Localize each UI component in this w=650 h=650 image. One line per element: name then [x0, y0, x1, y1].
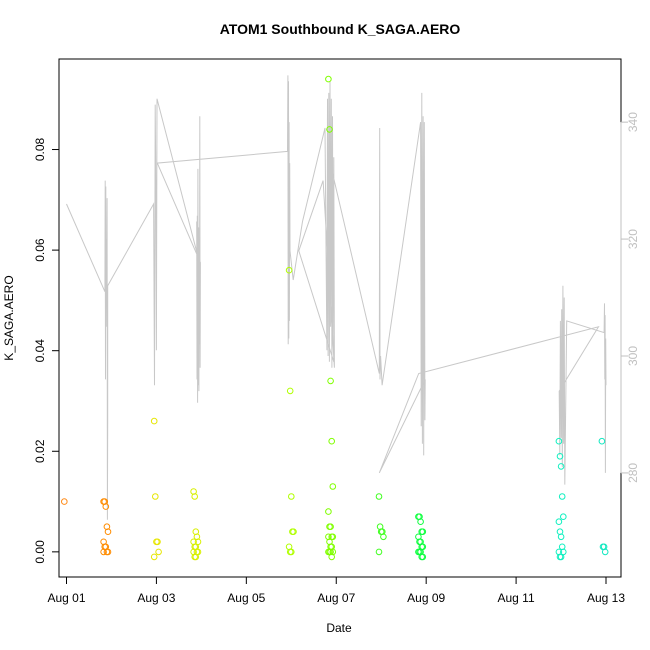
y-tick-label: 0.08: [33, 137, 47, 161]
data-point: [598, 437, 606, 445]
chart-title: ATOM1 Southbound K_SAGA.AERO: [220, 21, 461, 37]
data-point: [150, 553, 158, 561]
data-point: [419, 528, 427, 536]
y-axis-label: K_SAGA.AERO: [2, 275, 16, 360]
data-point: [375, 548, 383, 556]
data-point: [557, 533, 565, 541]
data-point: [375, 493, 383, 500]
data-point: [329, 533, 337, 541]
y-axis-right-tick-label: 280: [626, 463, 640, 483]
data-point: [288, 548, 295, 556]
data-point: [288, 493, 295, 500]
data-point: [329, 483, 337, 490]
data-point: [419, 553, 427, 561]
x-tick-label: Aug 09: [407, 591, 445, 605]
data-point: [100, 548, 107, 556]
data-point: [326, 126, 333, 133]
data-point: [380, 533, 387, 541]
data-point: [556, 453, 564, 460]
x-tick-label: Aug 03: [137, 591, 175, 605]
data-point: [328, 437, 336, 445]
data-point: [601, 548, 609, 556]
data-point: [560, 513, 567, 521]
data-point: [286, 387, 294, 395]
data-point: [555, 437, 563, 445]
x-axis-label: Date: [326, 621, 352, 635]
x-tick-label: Aug 07: [317, 591, 355, 605]
data-points: [61, 75, 609, 561]
data-point: [192, 553, 200, 561]
data-point: [104, 548, 112, 556]
secondary-series-line: [66, 75, 607, 520]
data-point: [152, 493, 159, 500]
x-tick-label: Aug 01: [47, 591, 85, 605]
x-tick-label: Aug 11: [498, 591, 535, 605]
y-axis-right: 280 300 320 340: [620, 112, 640, 483]
data-point: [150, 417, 158, 425]
data-point: [191, 493, 198, 500]
y-tick-label: 0.02: [33, 439, 47, 463]
data-point: [285, 266, 293, 274]
data-point: [102, 503, 110, 510]
data-point: [327, 377, 334, 385]
data-point: [325, 75, 332, 83]
data-point: [290, 528, 297, 536]
data-point: [155, 548, 162, 556]
data-point: [558, 493, 566, 500]
y-tick-label: 0.00: [33, 540, 47, 564]
x-tick-label: Aug 05: [227, 591, 265, 605]
secondary-series: [66, 75, 607, 520]
data-point: [555, 518, 563, 526]
x-tick-label: Aug 13: [587, 591, 625, 605]
y-axis: 0.00 0.02 0.04 0.06 0.08: [33, 137, 60, 564]
data-point: [557, 553, 565, 561]
data-point: [154, 538, 161, 546]
y-tick-label: 0.04: [33, 339, 47, 363]
y-axis-right-tick-label: 340: [626, 112, 640, 132]
data-point: [325, 508, 332, 515]
data-point: [104, 528, 112, 536]
data-point: [417, 518, 424, 526]
x-axis: Aug 01 Aug 03 Aug 05 Aug 07 Aug 09 Aug 11 Aug …: [47, 576, 625, 605]
data-point: [557, 463, 565, 470]
y-tick-label: 0.06: [33, 238, 47, 262]
data-point: [61, 498, 68, 505]
y-axis-right-tick-label: 320: [626, 229, 640, 249]
data-point: [327, 523, 334, 531]
data-point: [328, 553, 336, 561]
y-axis-right-tick-label: 300: [626, 346, 640, 366]
